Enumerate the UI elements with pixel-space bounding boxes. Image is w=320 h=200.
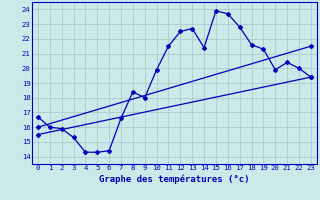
X-axis label: Graphe des températures (°c): Graphe des températures (°c) (99, 174, 250, 184)
